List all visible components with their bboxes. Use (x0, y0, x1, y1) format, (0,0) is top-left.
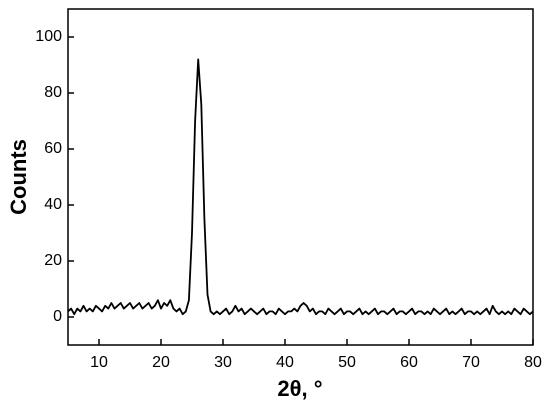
x-axis-label: 2θ, ° (277, 376, 322, 401)
x-tick-label: 40 (276, 354, 294, 371)
x-tick-label: 50 (338, 354, 356, 371)
y-tick-label: 100 (35, 28, 62, 45)
y-axis-label: Counts (6, 139, 31, 215)
y-tick-label: 40 (44, 196, 62, 213)
y-tick-label: 0 (53, 308, 62, 325)
x-tick-label: 60 (400, 354, 418, 371)
x-tick-label: 10 (90, 354, 108, 371)
x-tick-label: 20 (152, 354, 170, 371)
plot-frame (67, 8, 534, 346)
x-tick-label: 70 (462, 354, 480, 371)
y-tick-label: 20 (44, 252, 62, 269)
x-tick-label: 80 (524, 354, 542, 371)
y-tick-label: 80 (44, 84, 62, 101)
y-tick-label: 60 (44, 140, 62, 157)
x-tick-label: 30 (214, 354, 232, 371)
data-line (67, 58, 534, 316)
